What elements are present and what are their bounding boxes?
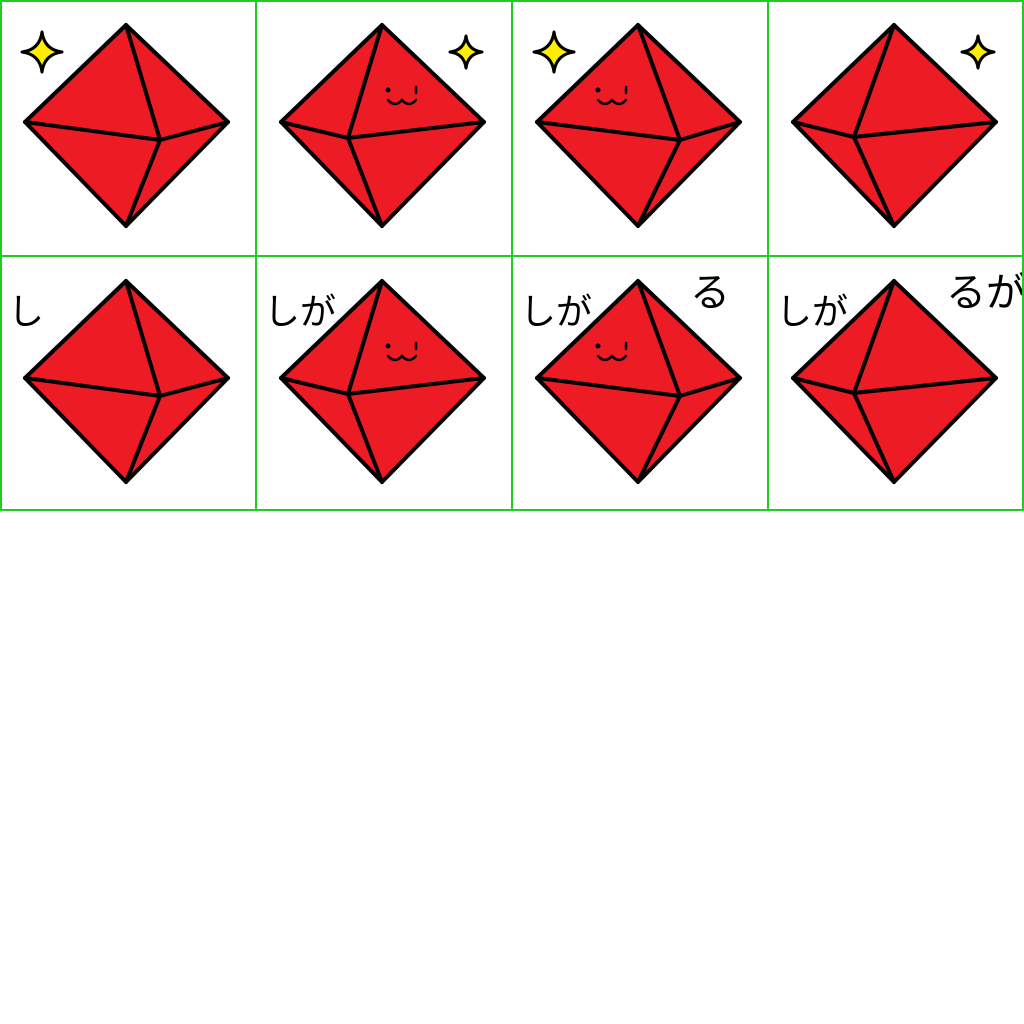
face-eye-left — [595, 87, 601, 93]
caption-left: しが — [264, 292, 336, 333]
sprite-frame: し — [0, 256, 256, 512]
gem-sprite — [279, 23, 486, 228]
gem-sprite: しが — [264, 279, 486, 484]
sparkle-icon — [448, 34, 484, 70]
sparkle-icon — [532, 30, 576, 74]
sprite-sheet: し しが しが る しが るが — [0, 0, 1024, 512]
gem-sprite — [20, 23, 230, 228]
sparkle-icon — [20, 30, 64, 74]
caption-right: る — [690, 270, 730, 316]
gem-sprite: しが るが — [776, 270, 1024, 484]
caption-left: しが — [776, 292, 848, 333]
sprite-frame: しが るが — [768, 256, 1024, 512]
caption-left: し — [8, 292, 44, 333]
sprite-frame — [512, 0, 768, 256]
sprite-frame — [0, 0, 256, 256]
sprite-frame: しが — [256, 256, 512, 512]
sprite-frame: しが る — [512, 256, 768, 512]
sprite-frame — [256, 0, 512, 256]
sprite-frame — [768, 0, 1024, 256]
face-eye-left — [595, 343, 601, 349]
face-eye-left — [385, 343, 391, 349]
gem-sprite: し — [8, 279, 230, 484]
caption-right: るが — [946, 270, 1024, 316]
sparkle-icon — [960, 34, 996, 70]
caption-left: しが — [520, 292, 592, 333]
gem-sprite — [532, 23, 742, 228]
face-eye-left — [385, 87, 391, 93]
gem-sprite: しが る — [520, 270, 742, 484]
empty-canvas-area — [0, 512, 1024, 1024]
gem-sprite — [791, 23, 998, 228]
